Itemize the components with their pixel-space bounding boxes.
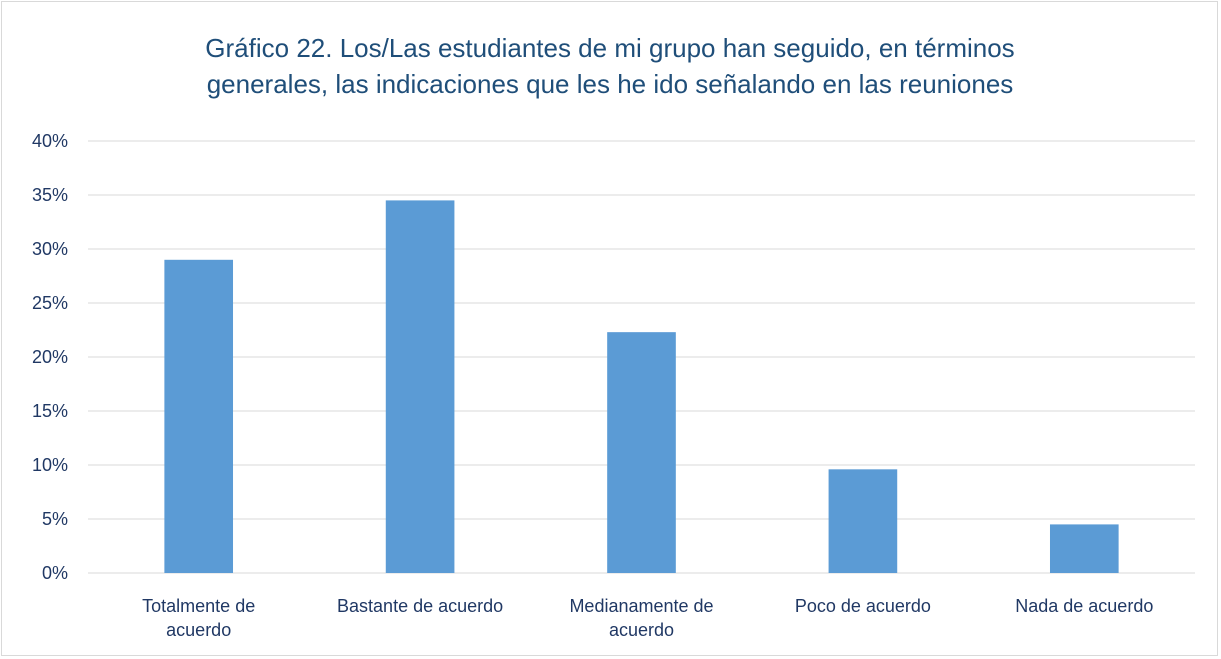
bar (1049, 524, 1119, 573)
chart-title: Gráfico 22. Los/Las estudiantes de mi gr… (205, 33, 1015, 99)
y-tick-label: 35% (31, 185, 68, 205)
x-tick-label: Medianamente de acuerdo (569, 596, 714, 640)
bar (607, 332, 676, 573)
x-tick-label: Totalmente de acuerdo (142, 596, 256, 640)
x-tick-label: Nada de acuerdo (1015, 596, 1154, 616)
y-tick-label: 10% (31, 455, 68, 475)
bar (828, 469, 898, 573)
y-tick-label: 15% (31, 401, 68, 421)
bar (164, 259, 234, 573)
x-tick-label: Poco de acuerdo (794, 596, 931, 616)
y-tick-label: 0% (41, 563, 68, 583)
y-tick-label: 25% (31, 293, 68, 313)
y-tick-label: 5% (41, 509, 68, 529)
y-tick-label: 40% (31, 131, 68, 151)
y-tick-label: 20% (31, 347, 68, 367)
bar (385, 200, 455, 573)
x-tick-label: Bastante de acuerdo (337, 596, 504, 616)
y-tick-label: 30% (31, 239, 68, 259)
